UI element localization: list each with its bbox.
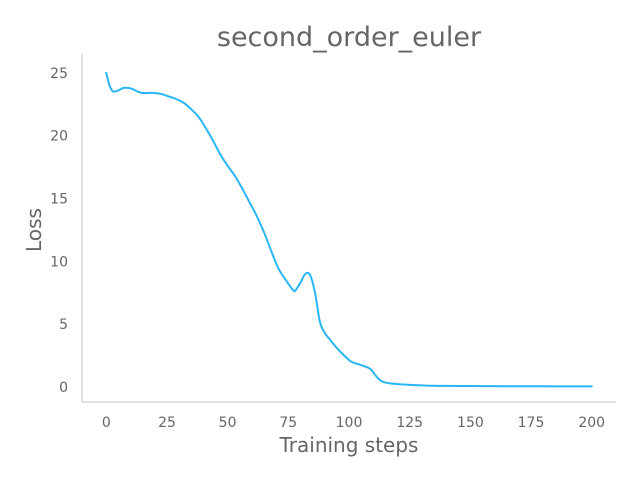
- x-tick-label: 125: [396, 415, 423, 431]
- y-axis-ticks: 0 5 10 15 20 25: [50, 66, 68, 396]
- x-tick-label: 75: [279, 415, 297, 431]
- x-tick-label: 50: [219, 415, 237, 431]
- x-axis-ticks: 0 25 50 75 100 125 150 175 200: [102, 415, 605, 431]
- y-tick-label: 0: [59, 380, 68, 396]
- y-tick-label: 25: [50, 66, 68, 82]
- chart-title: second_order_euler: [217, 22, 482, 53]
- x-tick-label: 175: [518, 415, 545, 431]
- y-tick-label: 15: [50, 192, 68, 208]
- x-axis-label: Training steps: [279, 433, 419, 457]
- y-tick-label: 10: [50, 254, 68, 270]
- x-tick-label: 25: [158, 415, 176, 431]
- x-tick-label: 200: [578, 415, 605, 431]
- y-tick-label: 5: [59, 317, 68, 333]
- series-line: [105, 71, 593, 388]
- x-tick-label: 150: [457, 415, 484, 431]
- x-tick-label: 100: [336, 415, 363, 431]
- y-axis-label: Loss: [22, 208, 46, 252]
- y-tick-label: 20: [50, 129, 68, 145]
- x-tick-label: 0: [102, 415, 111, 431]
